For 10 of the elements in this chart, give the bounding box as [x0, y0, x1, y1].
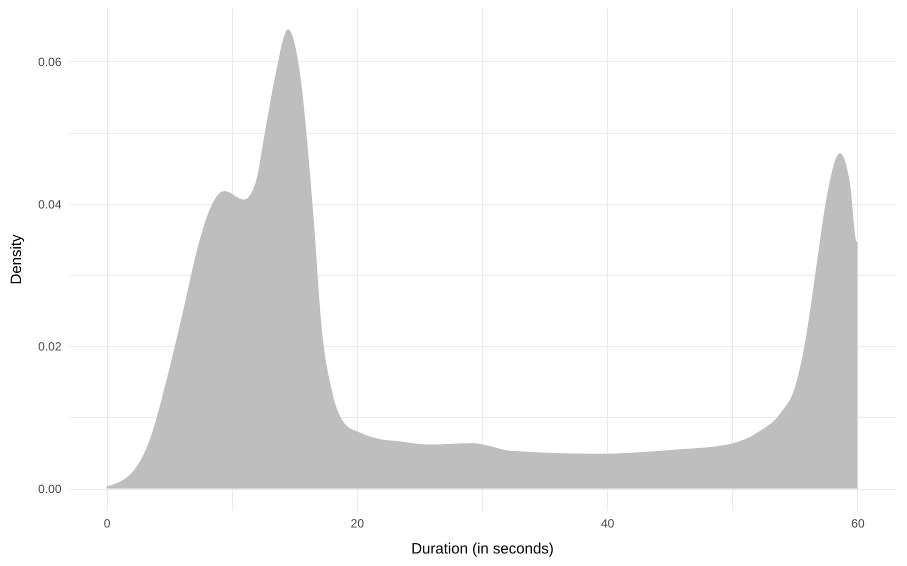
x-tick-label: 20 — [350, 516, 364, 530]
x-tick-label: 40 — [600, 516, 615, 530]
x-axis-title: Duration (in seconds) — [411, 540, 554, 558]
x-tick-label: 60 — [851, 516, 865, 530]
y-tick-label: 0.04 — [38, 197, 62, 212]
y-tick-label: 0.00 — [38, 482, 62, 496]
y-tick-label: 0.06 — [38, 54, 62, 69]
y-tick-label: 0.02 — [38, 340, 62, 354]
y-axis-title: Density — [8, 234, 26, 285]
x-tick-label: 0 — [104, 516, 111, 530]
